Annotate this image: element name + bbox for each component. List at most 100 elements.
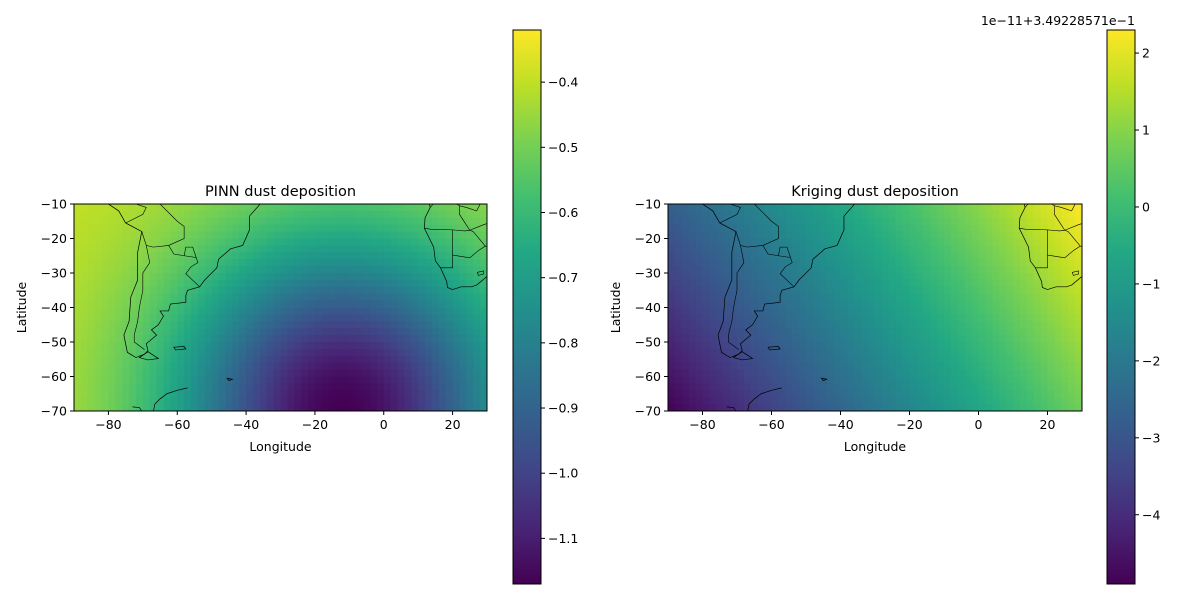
heatmap-cell [383,348,392,357]
heatmap-cell [785,300,793,309]
heatmap-cell [246,279,254,288]
heatmap-cell [259,224,268,233]
heatmap-cell [902,245,911,253]
heatmap-cell [730,383,738,391]
heatmap-cell [1068,383,1076,391]
heatmap-cell [342,279,350,288]
heatmap-cell [1019,231,1028,240]
heatmap-cell [888,231,897,240]
heatmap-cell [668,355,676,364]
heatmap-cell [1006,335,1014,343]
heatmap-cell [404,238,412,246]
heatmap-cell [902,369,911,378]
heatmap-cell [411,342,419,350]
heatmap-cell [819,362,828,371]
heatmap-cell [1047,204,1055,212]
heatmap-cell [819,348,828,357]
heatmap-cell [142,397,151,405]
heatmap-cell [425,279,433,288]
heatmap-cell [847,328,855,336]
heatmap-cell [881,231,890,240]
heatmap-cell [259,204,268,212]
heatmap-cell [1033,362,1042,371]
heatmap-cell [459,210,467,219]
heatmap-cell [177,404,185,411]
heatmap-cell [246,390,254,398]
heatmap-cell [163,259,171,267]
heatmap-cell [971,369,980,378]
heatmap-cell [1075,231,1082,240]
heatmap-cell [342,342,350,350]
heatmap-cell [688,300,697,309]
heatmap-cell [342,348,350,357]
heatmap-cell [314,238,323,246]
heatmap-cell [232,328,240,336]
heatmap-cell [149,204,158,212]
heatmap-cell [674,300,683,309]
heatmap-cell [888,397,897,405]
heatmap-cell [466,321,474,329]
y-tick-label: −60 [635,369,661,384]
heatmap-cell [445,210,454,219]
heatmap-cell [737,210,745,219]
heatmap-cell [431,369,440,378]
heatmap-cell [349,328,357,336]
heatmap-cell [723,279,731,288]
heatmap-cell [999,397,1007,405]
heatmap-cell [425,286,433,295]
heatmap-cell [246,252,254,260]
heatmap-cell [466,293,474,302]
heatmap-cell [888,273,897,281]
heatmap-cell [964,342,973,350]
heatmap-cell [87,355,96,364]
heatmap-cell [425,342,433,350]
heatmap-cell [909,231,917,240]
heatmap-cell [466,252,474,260]
heatmap-cell [156,355,165,364]
heatmap-cell [999,307,1007,315]
heatmap-cell [937,273,945,281]
heatmap-cell [826,210,835,219]
heatmap-cell [101,300,110,309]
heatmap-cell [999,217,1007,226]
heatmap-cell [369,342,378,350]
heatmap-cell [363,286,371,295]
heatmap-cell [390,238,399,246]
heatmap-cell [1006,204,1014,212]
heatmap-cell [383,252,392,260]
heatmap-cell [301,245,309,253]
heatmap-cell [1006,224,1014,233]
heatmap-cell [301,328,309,336]
heatmap-cell [301,390,309,398]
heatmap-cell [764,224,773,233]
heatmap-cell [80,390,89,398]
heatmap-cell [764,245,773,253]
heatmap-cell [308,286,316,295]
x-tick-label: 20 [1040,417,1056,432]
heatmap-cell [792,259,800,267]
heatmap-cell [750,300,759,309]
heatmap-cell [674,321,683,329]
heatmap-cell [80,224,89,233]
heatmap-cell [335,238,344,246]
heatmap-cell [287,376,295,384]
heatmap-cell [163,369,171,378]
heatmap-cell [1040,224,1049,233]
heatmap-cell [246,204,254,212]
heatmap-cell [888,279,897,288]
heatmap-cell [1013,273,1021,281]
heatmap-cell [397,314,405,322]
heatmap-cell [861,245,869,253]
colorbar-tick-label: −0.6 [548,205,578,220]
heatmap-cell [895,321,904,329]
heatmap-cell [1061,328,1069,336]
heatmap-cell [135,204,144,212]
heatmap-cell [211,362,220,371]
heatmap-cell [688,266,697,274]
heatmap-cell [709,231,717,240]
panel-pinn: −80 −60 −40 −20 0 20−10−20−30−40−50−60−70 PIN… [14,184,488,454]
heatmap-cell [94,383,103,391]
heatmap-cell [425,376,433,384]
heatmap-cell [197,362,206,371]
heatmap-cell [445,300,454,309]
